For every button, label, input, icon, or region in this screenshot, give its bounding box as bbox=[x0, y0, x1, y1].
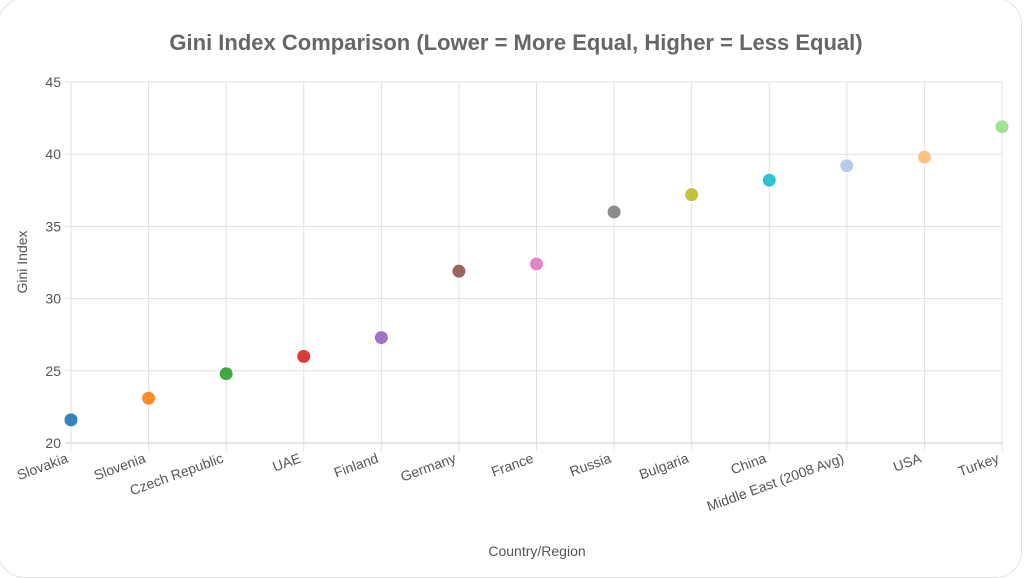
y-axis-title: Gini Index bbox=[14, 230, 30, 293]
data-point-finland[interactable] bbox=[373, 330, 389, 346]
x-tick-label: Germany bbox=[398, 450, 458, 485]
grid bbox=[65, 81, 1003, 451]
y-tick-label: 25 bbox=[45, 363, 61, 379]
x-tick-label: Turkey bbox=[956, 450, 1001, 479]
x-tick-label: Russia bbox=[567, 450, 613, 480]
data-point-france[interactable] bbox=[529, 256, 544, 272]
x-axis-title: Country/Region bbox=[488, 543, 585, 559]
data-points bbox=[63, 119, 1010, 428]
y-tick-label: 40 bbox=[45, 146, 61, 162]
data-point-russia[interactable] bbox=[606, 204, 622, 220]
data-point-usa[interactable] bbox=[916, 149, 932, 165]
y-tick-label: 20 bbox=[45, 435, 61, 451]
x-tick-label: France bbox=[489, 450, 536, 480]
y-tick-label: 30 bbox=[45, 291, 61, 307]
data-point-slovakia[interactable] bbox=[63, 412, 79, 428]
data-point-uae[interactable] bbox=[296, 348, 312, 364]
x-tick-label: Slovakia bbox=[15, 450, 70, 483]
y-axis: 20 25 30 35 40 45 bbox=[45, 74, 61, 451]
data-point-bulgaria[interactable] bbox=[684, 187, 700, 203]
x-tick-label: UAE bbox=[270, 450, 303, 475]
x-tick-label: USA bbox=[891, 450, 924, 475]
data-point-china[interactable] bbox=[761, 172, 777, 188]
x-tick-label: Middle East (2008 Avg) bbox=[705, 450, 846, 514]
chart-title: Gini Index Comparison (Lower = More Equa… bbox=[169, 30, 862, 55]
data-point-czech-republic[interactable] bbox=[218, 366, 234, 382]
data-point-middle-east-2008-avg[interactable] bbox=[839, 158, 855, 174]
y-tick-label: 45 bbox=[45, 74, 61, 90]
x-tick-label: Bulgaria bbox=[637, 450, 691, 483]
x-tick-label: Finland bbox=[332, 450, 381, 481]
x-tick-label: China bbox=[728, 450, 768, 478]
data-point-slovenia[interactable] bbox=[141, 390, 157, 406]
data-point-germany[interactable] bbox=[451, 263, 467, 279]
data-point-turkey[interactable] bbox=[994, 119, 1010, 135]
y-tick-label: 35 bbox=[45, 218, 61, 234]
